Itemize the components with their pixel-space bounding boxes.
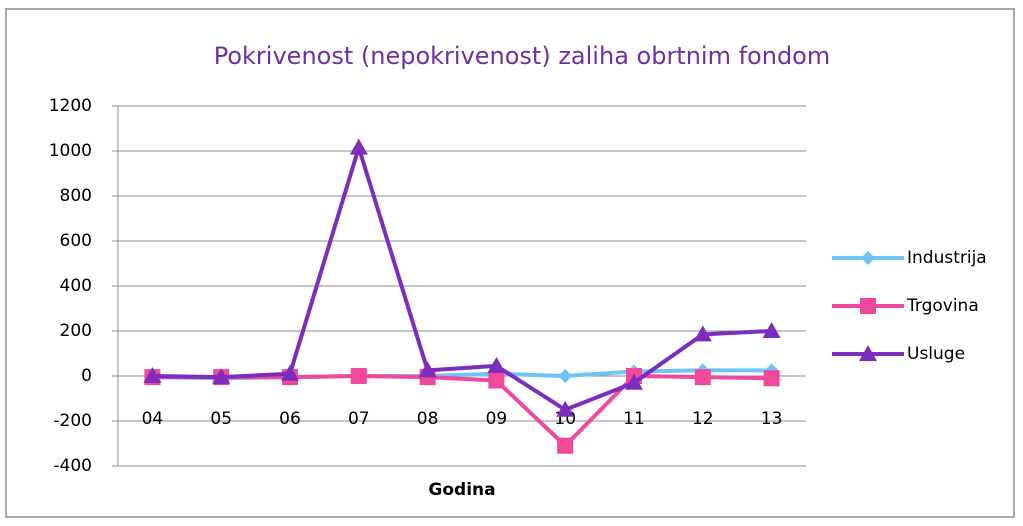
chart-border: [5, 8, 1015, 518]
x-tick-label: 06: [279, 409, 301, 429]
legend-label: Usluge: [907, 344, 965, 364]
data-point: [143, 367, 162, 383]
y-tick-label: 1200: [49, 96, 92, 116]
y-tick-label: 400: [60, 276, 92, 296]
legend-label: Industrija: [907, 248, 987, 268]
x-tick-label: 11: [623, 409, 645, 429]
x-tick-label: 05: [210, 409, 232, 429]
legend-marker: [859, 345, 877, 361]
y-tick-label: 1000: [49, 141, 92, 161]
x-tick-label: 13: [761, 409, 783, 429]
data-point: [558, 369, 573, 383]
data-point: [625, 373, 643, 390]
x-tick-label: 12: [692, 409, 714, 429]
data-point: [763, 370, 780, 387]
x-tick-label: 07: [348, 409, 370, 429]
x-tick-label: 09: [486, 409, 508, 429]
data-point: [350, 368, 367, 384]
x-tick-label: 08: [417, 409, 439, 429]
data-point: [762, 322, 781, 338]
legend-label: Trgovina: [906, 296, 979, 316]
data-point: [212, 368, 231, 385]
y-tick-label: 600: [60, 231, 92, 251]
data-point: [557, 437, 574, 454]
data-point: [693, 325, 712, 342]
legend-marker: [860, 298, 876, 314]
data-point: [694, 369, 711, 386]
series-line: [152, 145, 772, 412]
data-point: [281, 364, 299, 381]
data-point: [556, 400, 575, 417]
y-tick-label: -200: [53, 411, 92, 431]
y-tick-label: 800: [60, 186, 92, 206]
legend-marker: [861, 251, 875, 265]
chart-title: Pokrivenost (nepokrivenost) zaliha obrtn…: [214, 42, 831, 70]
x-tick-label: 04: [142, 409, 164, 429]
x-axis-label: Godina: [428, 480, 495, 500]
data-point: [349, 138, 368, 155]
y-tick-label: 200: [60, 321, 92, 341]
data-point: [418, 361, 437, 378]
data-point: [487, 356, 506, 373]
data-point: [488, 372, 505, 389]
y-tick-label: -400: [53, 456, 92, 476]
y-tick-label: 0: [81, 366, 92, 386]
